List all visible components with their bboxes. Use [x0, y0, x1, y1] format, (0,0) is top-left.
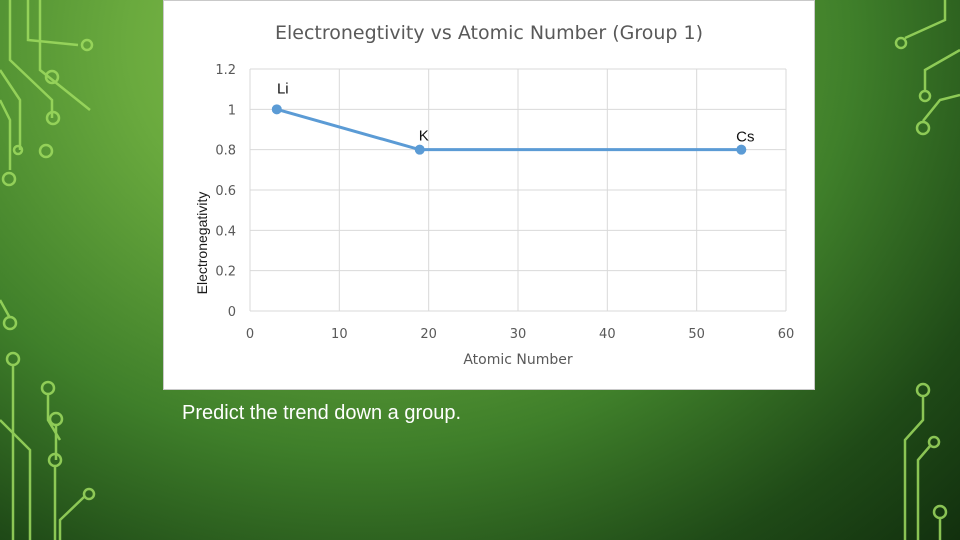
- x-tick-label: 10: [331, 327, 348, 342]
- circuit-node: [915, 120, 931, 136]
- y-tick-label: 0.2: [215, 265, 236, 280]
- data-point: [414, 144, 425, 155]
- series-line: [276, 107, 742, 152]
- y-tick-label: 1.2: [215, 63, 236, 78]
- circuit-line: [0, 299, 12, 319]
- circuit-line: [58, 496, 85, 540]
- circuit-node: [915, 382, 931, 398]
- circuit-line: [903, 397, 925, 540]
- circuit-node: [12, 144, 24, 156]
- circuit-line: [923, 48, 960, 90]
- gridlines: [249, 68, 787, 312]
- line-chart: Electronegtivity vs Atomic Number (Group…: [194, 22, 794, 368]
- circuit-node: [918, 89, 932, 103]
- circuit-node: [80, 38, 94, 52]
- circuit-node: [2, 315, 18, 331]
- circuit-node: [40, 380, 56, 396]
- x-tick-label: 20: [420, 327, 437, 342]
- circuit-node: [44, 69, 60, 85]
- y-tick-label: 0.4: [215, 224, 236, 239]
- circuit-node: [48, 411, 64, 427]
- x-tick-label: 40: [599, 327, 616, 342]
- y-tick-label: 0.6: [215, 184, 236, 199]
- circuit-line: [8, 0, 54, 118]
- circuit-node: [894, 36, 908, 50]
- series-layer: Li K Cs: [271, 80, 755, 155]
- data-point-label: Li: [277, 80, 289, 97]
- circuit-node: [5, 351, 21, 367]
- axis-ticks: 0 0.2 0.4 0.6 0.8 1 1.2 0 10 20 30 40 50 60: [215, 63, 794, 342]
- circuit-line: [0, 99, 12, 170]
- circuit-line: [916, 445, 931, 540]
- data-point: [736, 144, 747, 155]
- x-tick-label: 60: [778, 327, 795, 342]
- circuit-line: [904, 0, 947, 40]
- circuit-node: [45, 110, 61, 126]
- circuit-node: [38, 143, 54, 159]
- caption-text: Predict the trend down a group.: [182, 402, 462, 424]
- chart-panel: Electronegtivity vs Atomic Number (Group…: [163, 0, 815, 390]
- circuit-node: [47, 452, 63, 468]
- y-axis-title: Electronegativity: [194, 192, 210, 295]
- circuit-node: [927, 435, 941, 449]
- x-axis-title: Atomic Number: [463, 352, 573, 368]
- y-tick-label: 1: [228, 103, 236, 118]
- circuit-node: [932, 504, 948, 520]
- chart-title: Electronegtivity vs Atomic Number (Group…: [275, 22, 703, 44]
- x-tick-label: 30: [510, 327, 527, 342]
- x-tick-label: 50: [688, 327, 705, 342]
- y-tick-label: 0.8: [215, 144, 236, 159]
- data-point-label: K: [419, 128, 429, 145]
- y-tick-label: 0: [228, 305, 236, 320]
- circuit-line: [38, 0, 91, 111]
- circuit-line: [26, 0, 79, 47]
- x-tick-label: 0: [246, 327, 254, 342]
- circuit-line: [0, 419, 32, 540]
- circuit-line: [922, 93, 960, 122]
- circuit-node: [82, 487, 96, 501]
- data-point-label: Cs: [736, 129, 754, 146]
- data-point: [271, 104, 282, 115]
- circuit-node: [1, 171, 17, 187]
- circuit-line: [0, 69, 22, 150]
